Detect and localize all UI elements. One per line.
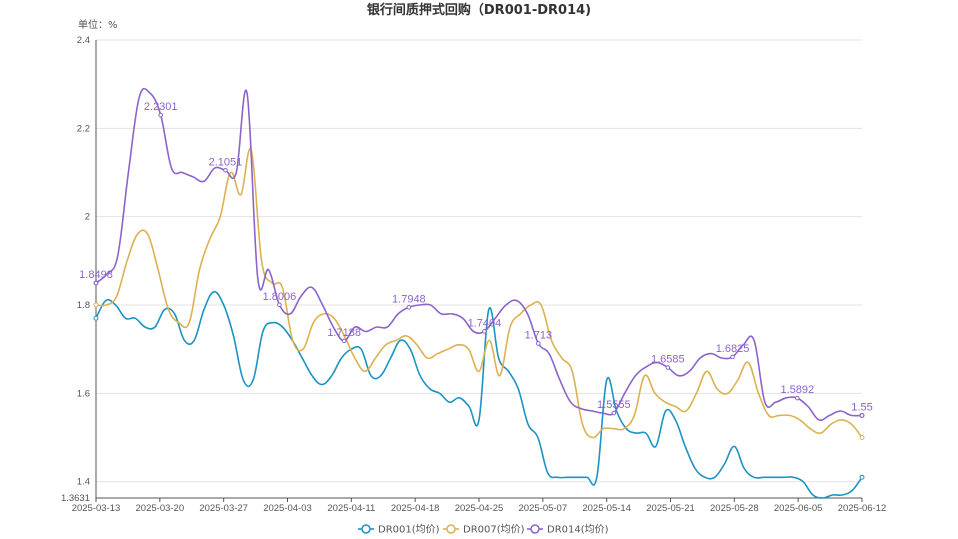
x-tick-label: 2025-03-13	[72, 503, 121, 514]
series-lines	[93, 87, 865, 499]
legend-item-2[interactable]: DR007(均价)	[443, 524, 525, 536]
data-labels: 1.8498 2.2301 2.1051 1.8006 1.7188 1.7948 1.74…	[79, 101, 873, 418]
data-point	[536, 341, 541, 346]
data-label: 1.5555	[597, 399, 631, 411]
y-tick-label: 1.8	[77, 300, 90, 311]
series-end-point	[859, 435, 865, 441]
x-tick-label: 2025-04-25	[455, 503, 504, 514]
x-tick-label: 2025-06-05	[774, 503, 823, 514]
data-label: 1.55	[851, 401, 872, 413]
series-start-point	[93, 302, 99, 308]
series-line-1	[95, 290, 863, 499]
x-tick-label: 2025-04-18	[391, 503, 440, 514]
legend-marker	[446, 524, 456, 534]
data-label: 1.713	[525, 329, 553, 341]
series-line-2	[95, 147, 863, 439]
data-point	[730, 354, 735, 360]
y-tick-label: 2.2	[77, 123, 90, 134]
data-label: 1.7948	[392, 293, 426, 305]
x-tick-label: 2025-05-21	[646, 503, 695, 514]
x-tick-label: 2025-04-03	[263, 503, 312, 514]
data-label: 1.5892	[780, 384, 814, 396]
series-start-point	[93, 315, 99, 321]
data-point	[406, 305, 412, 310]
data-point	[341, 338, 347, 344]
legend-item-3[interactable]: DR014(均价)	[527, 524, 609, 536]
data-label: 1.6825	[716, 343, 750, 355]
data-point	[223, 167, 228, 173]
legend-marker	[361, 524, 371, 534]
x-tick-label: 2025-05-14	[582, 503, 631, 514]
chart-title: 银行间质押式回购（DR001-DR014)	[367, 2, 591, 18]
data-point	[93, 280, 99, 286]
y-tick-label: 2.4	[77, 35, 90, 46]
data-label: 1.7188	[327, 327, 361, 339]
data-point	[158, 112, 164, 118]
unit-label: 单位：%	[78, 18, 118, 31]
legend-label: DR014(均价)	[547, 524, 609, 536]
data-point	[859, 413, 865, 418]
data-label: 1.7404	[468, 317, 502, 329]
x-tick-label: 2025-06-12	[838, 503, 887, 514]
y-tick-label: 2	[85, 212, 90, 223]
x-tick-label: 2025-03-27	[199, 503, 248, 514]
data-point	[665, 365, 671, 370]
x-tick-label: 2025-05-28	[710, 503, 759, 514]
data-point	[611, 410, 617, 416]
data-label: 2.2301	[144, 101, 178, 113]
legend-label: DR007(均价)	[463, 524, 525, 536]
y-tick-label: 1.4	[77, 477, 90, 488]
data-point	[277, 302, 282, 308]
x-tick-label: 2025-04-11	[327, 503, 375, 514]
data-label: 1.8006	[263, 291, 297, 303]
y-min-label: 1.3631	[61, 493, 90, 504]
data-label: 1.6585	[651, 354, 685, 366]
legend-label: DR001(均价)	[378, 524, 440, 536]
y-tick-label: 1.6	[77, 388, 90, 399]
data-point	[482, 329, 487, 334]
legend-marker	[530, 524, 540, 534]
x-tick-label: 2025-03-20	[136, 503, 185, 514]
legend-item-1[interactable]: DR001(均价)	[358, 524, 440, 536]
series-end-point	[859, 474, 865, 480]
data-label: 2.1051	[209, 156, 243, 168]
x-tick-label: 2025-05-07	[519, 503, 568, 514]
data-label: 1.8498	[79, 269, 113, 281]
data-point	[794, 395, 800, 401]
legend[interactable]: DR001(均价) DR007(均价) DR014(均价)	[358, 524, 609, 536]
